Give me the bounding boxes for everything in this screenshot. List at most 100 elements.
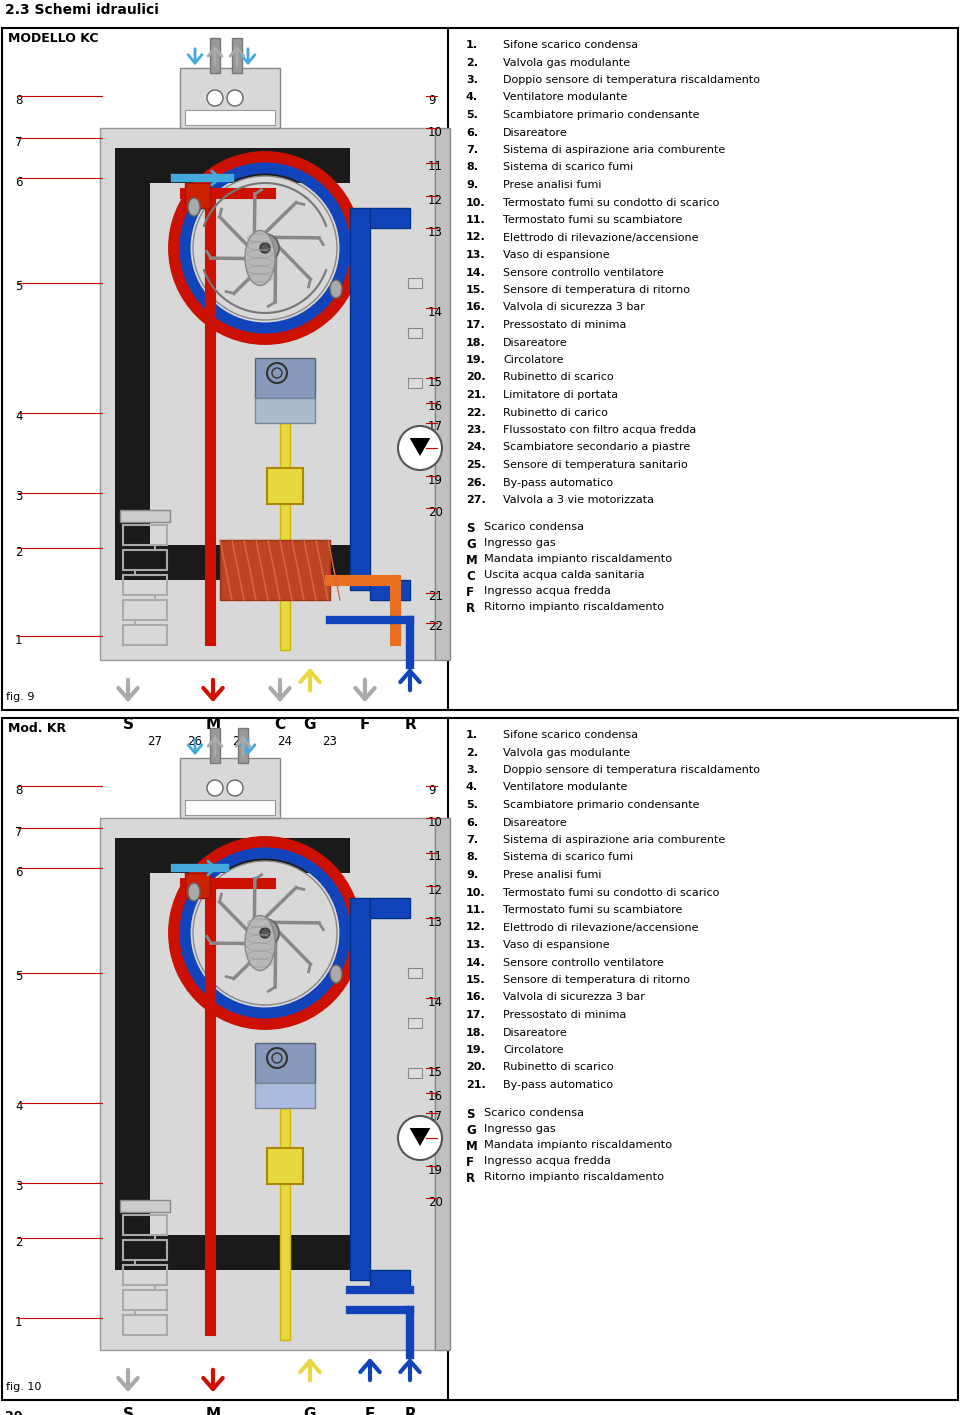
Text: 17.: 17. [466,320,486,330]
Bar [123,625,167,645]
Text: 8: 8 [15,93,22,106]
Text: 19.: 19. [466,355,486,365]
Text: M: M [466,555,478,567]
Text: 12: 12 [428,883,443,897]
Text: 9.: 9. [466,180,478,190]
Bar [210,38,220,74]
Bar [408,1068,422,1078]
Text: Sistema di aspirazione aria comburente: Sistema di aspirazione aria comburente [503,835,725,845]
Text: Valvola di sicurezza 3 bar: Valvola di sicurezza 3 bar [503,303,645,313]
Text: 14: 14 [428,306,443,318]
Bar [123,1315,167,1334]
Text: 6.: 6. [466,818,478,828]
Bar [408,378,422,388]
Text: 17.: 17. [466,1010,486,1020]
Circle shape [227,780,243,797]
Bar [150,873,350,1235]
Text: 8.: 8. [466,163,478,173]
Text: 6: 6 [15,175,22,188]
Text: 2.3 Schemi idraulici: 2.3 Schemi idraulici [5,3,158,17]
Text: 1: 1 [15,634,22,647]
Bar [220,541,330,600]
Text: Sensore di temperatura di ritorno: Sensore di temperatura di ritorno [503,975,690,985]
Text: 11.: 11. [466,215,486,225]
Bar [435,818,450,1350]
Text: Scarico condensa: Scarico condensa [484,522,584,532]
Text: 7: 7 [15,825,22,839]
Text: Sistema di scarico fumi: Sistema di scarico fumi [503,852,634,863]
Text: 27.: 27. [466,495,486,505]
Text: G: G [466,539,476,552]
Text: 13.: 13. [466,940,486,949]
Text: 5.: 5. [466,799,478,809]
Text: Sensore controllo ventilatore: Sensore controllo ventilatore [503,958,664,968]
Text: S: S [123,717,133,732]
Text: fig. 9: fig. 9 [6,692,35,702]
Bar [123,600,167,620]
Text: 17: 17 [428,420,443,433]
Text: 10.: 10. [466,198,486,208]
Bar [123,574,167,594]
Text: S: S [466,522,474,535]
Text: 26.: 26. [466,477,486,488]
Bar [232,38,242,74]
Text: 18: 18 [277,1155,293,1165]
Text: 14.: 14. [466,958,486,968]
Text: 16.: 16. [466,992,486,1002]
Text: fig. 10: fig. 10 [6,1382,41,1392]
Bar [267,468,303,504]
Text: Ingresso gas: Ingresso gas [484,1124,556,1133]
Text: Vaso di espansione: Vaso di espansione [503,940,610,949]
Text: 23.: 23. [466,424,486,434]
Text: 11: 11 [428,160,443,174]
Text: 19: 19 [428,474,443,487]
Text: Pressostato di minima: Pressostato di minima [503,1010,626,1020]
Bar [123,1240,167,1259]
Bar [185,183,210,208]
Text: Scambiatore primario condensante: Scambiatore primario condensante [503,799,700,809]
Text: Scambiatore primario condensante: Scambiatore primario condensante [503,110,700,120]
Text: 27: 27 [148,734,162,749]
Text: 18: 18 [428,1135,443,1149]
Text: Disareatore: Disareatore [503,1027,567,1037]
Circle shape [251,233,279,262]
Bar [408,277,422,289]
Text: 16: 16 [428,400,443,413]
Text: Ritorno impianto riscaldamento: Ritorno impianto riscaldamento [484,1172,664,1182]
Circle shape [193,175,337,320]
Text: Circolatore: Circolatore [503,355,564,365]
Text: 1: 1 [15,1316,22,1329]
Text: Mandata impianto riscaldamento: Mandata impianto riscaldamento [484,1139,672,1149]
Text: 20.: 20. [466,1063,486,1073]
Text: 4: 4 [15,410,22,423]
Text: 16: 16 [428,1091,443,1104]
Text: 4: 4 [15,1101,22,1114]
Text: Uscita acqua calda sanitaria: Uscita acqua calda sanitaria [484,570,644,580]
Bar [255,358,315,398]
Circle shape [251,918,279,947]
Bar [115,838,150,1271]
Text: Vaso di espansione: Vaso di espansione [503,250,610,260]
Text: 22: 22 [428,621,443,634]
Text: Prese analisi fumi: Prese analisi fumi [503,180,602,190]
Text: Ventilatore modulante: Ventilatore modulante [503,782,628,792]
Text: Scambiatore secondario a piastre: Scambiatore secondario a piastre [503,443,690,453]
Bar [408,328,422,338]
Text: 22.: 22. [466,408,486,417]
Text: Termostato fumi su scambiatore: Termostato fumi su scambiatore [503,906,683,916]
Circle shape [398,1116,442,1160]
Text: Ritorno impianto riscaldamento: Ritorno impianto riscaldamento [484,603,664,613]
Text: 12: 12 [428,194,443,207]
Text: 18.: 18. [466,338,486,348]
Bar [370,580,410,600]
Text: 10: 10 [428,815,443,829]
Text: 10: 10 [428,126,443,139]
Text: Sensore controllo ventilatore: Sensore controllo ventilatore [503,267,664,277]
Text: 6: 6 [15,866,22,879]
Bar [120,1200,170,1213]
Ellipse shape [330,965,342,983]
Text: Limitatore di portata: Limitatore di portata [503,391,618,400]
Text: Valvola di sicurezza 3 bar: Valvola di sicurezza 3 bar [503,992,645,1002]
Text: Valvola gas modulante: Valvola gas modulante [503,747,630,757]
Text: Sensore di temperatura sanitario: Sensore di temperatura sanitario [503,460,687,470]
